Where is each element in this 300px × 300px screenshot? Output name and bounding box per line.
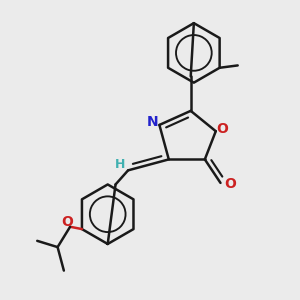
Text: N: N [147,116,158,129]
Text: H: H [115,158,125,171]
Text: O: O [217,122,229,136]
Text: O: O [224,178,236,191]
Text: O: O [62,215,74,229]
